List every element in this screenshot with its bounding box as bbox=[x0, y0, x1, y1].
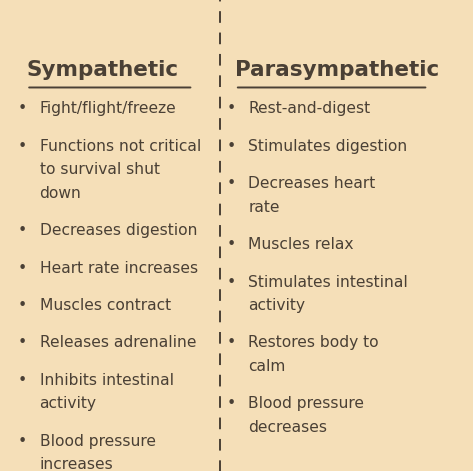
Text: Releases adrenaline: Releases adrenaline bbox=[40, 335, 196, 350]
Text: •: • bbox=[226, 237, 236, 252]
Text: Muscles relax: Muscles relax bbox=[248, 237, 354, 252]
Text: Restores body to: Restores body to bbox=[248, 335, 379, 350]
Text: to survival shut: to survival shut bbox=[40, 162, 159, 178]
Text: Stimulates digestion: Stimulates digestion bbox=[248, 139, 407, 154]
Text: Decreases digestion: Decreases digestion bbox=[40, 223, 197, 238]
Text: Blood pressure: Blood pressure bbox=[40, 434, 156, 449]
Text: •: • bbox=[226, 335, 236, 350]
Text: Heart rate increases: Heart rate increases bbox=[40, 260, 198, 276]
Text: Inhibits intestinal: Inhibits intestinal bbox=[40, 373, 174, 388]
Text: rate: rate bbox=[248, 200, 280, 215]
Text: •: • bbox=[18, 335, 27, 350]
Text: activity: activity bbox=[248, 298, 305, 313]
Text: increases: increases bbox=[40, 457, 113, 471]
Text: •: • bbox=[226, 101, 236, 116]
Text: •: • bbox=[226, 176, 236, 191]
Text: Decreases heart: Decreases heart bbox=[248, 176, 376, 191]
Text: •: • bbox=[18, 139, 27, 154]
Text: Sympathetic: Sympathetic bbox=[26, 59, 178, 80]
Text: Functions not critical: Functions not critical bbox=[40, 139, 201, 154]
Text: •: • bbox=[18, 101, 27, 116]
Text: •: • bbox=[18, 260, 27, 276]
Text: •: • bbox=[226, 139, 236, 154]
Text: decreases: decreases bbox=[248, 420, 327, 435]
Text: •: • bbox=[18, 298, 27, 313]
Text: Stimulates intestinal: Stimulates intestinal bbox=[248, 275, 408, 290]
Text: •: • bbox=[18, 223, 27, 238]
Text: •: • bbox=[18, 434, 27, 449]
Text: Muscles contract: Muscles contract bbox=[40, 298, 171, 313]
Text: Rest-and-digest: Rest-and-digest bbox=[248, 101, 370, 116]
Text: •: • bbox=[226, 397, 236, 411]
Text: •: • bbox=[226, 275, 236, 290]
Text: activity: activity bbox=[40, 397, 96, 411]
Text: Fight/flight/freeze: Fight/flight/freeze bbox=[40, 101, 176, 116]
Text: calm: calm bbox=[248, 359, 286, 374]
Text: •: • bbox=[18, 373, 27, 388]
Text: Blood pressure: Blood pressure bbox=[248, 397, 364, 411]
Text: down: down bbox=[40, 186, 81, 201]
Text: Parasympathetic: Parasympathetic bbox=[235, 59, 439, 80]
